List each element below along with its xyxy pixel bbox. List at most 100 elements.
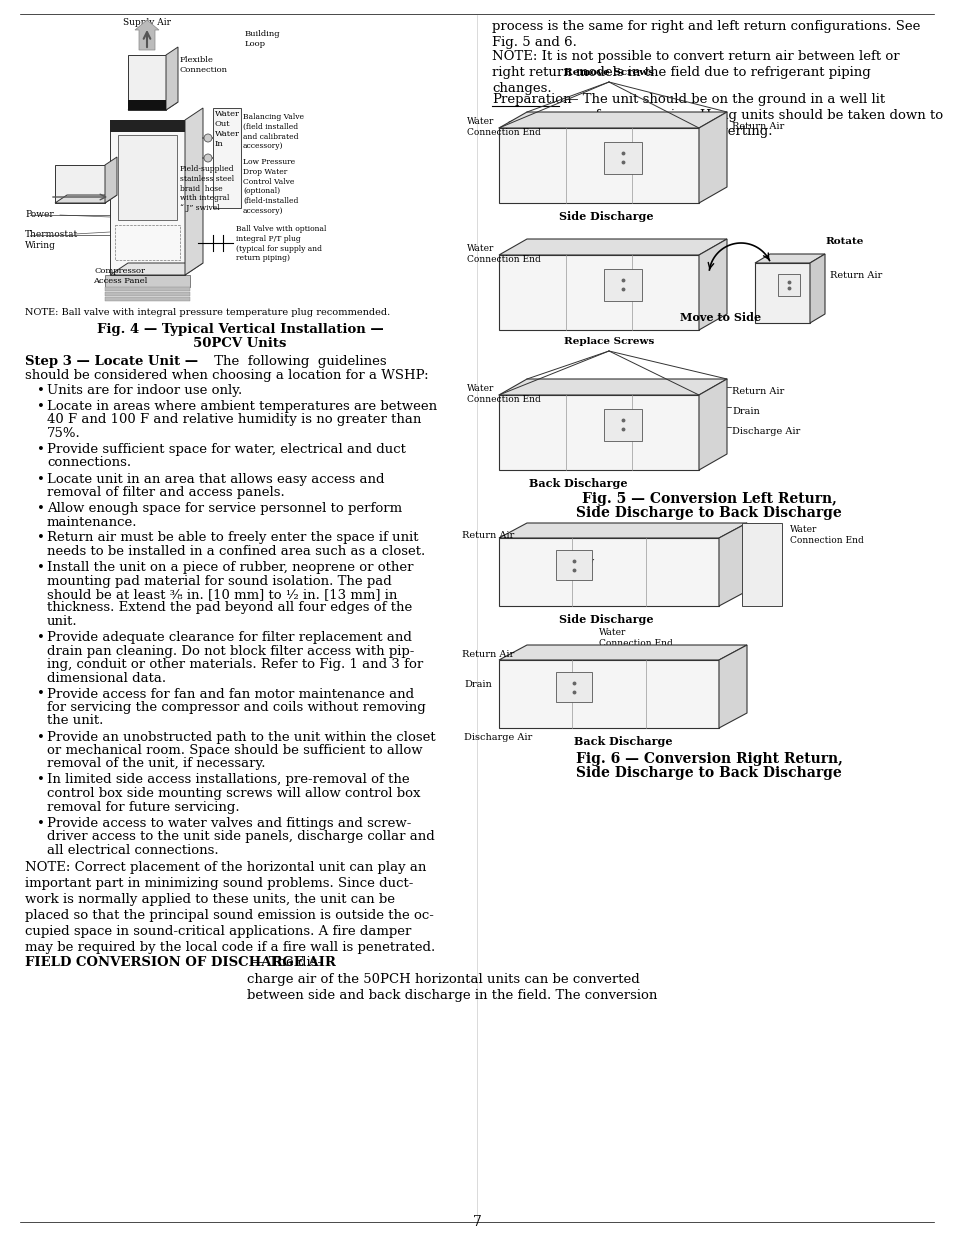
Text: connections.: connections. — [47, 457, 131, 469]
Text: Drain: Drain — [463, 680, 491, 689]
Text: Low Pressure
Drop Water
Control Valve
(optional)
(field-installed
accessory): Low Pressure Drop Water Control Valve (o… — [243, 158, 298, 215]
Text: •: • — [37, 501, 45, 515]
Polygon shape — [498, 254, 699, 330]
Text: The  following  guidelines: The following guidelines — [210, 354, 386, 368]
Text: •: • — [37, 816, 45, 830]
Polygon shape — [498, 128, 699, 203]
Polygon shape — [55, 195, 117, 203]
Text: Remove Screws: Remove Screws — [563, 68, 654, 77]
Text: 50PCV Units: 50PCV Units — [193, 337, 287, 350]
Text: Supply Air: Supply Air — [123, 19, 171, 27]
Text: NOTE: It is not possible to convert return air between left or
right return mode: NOTE: It is not possible to convert retu… — [492, 49, 899, 95]
Circle shape — [204, 154, 212, 162]
Polygon shape — [809, 254, 824, 324]
Text: NOTE: Ball valve with integral pressure temperature plug recommended.: NOTE: Ball valve with integral pressure … — [25, 308, 390, 317]
Text: — The dis-
charge air of the 50PCH horizontal units can be converted
between sid: — The dis- charge air of the 50PCH horiz… — [247, 956, 657, 1002]
Polygon shape — [699, 379, 726, 471]
Text: for servicing the compressor and coils without removing: for servicing the compressor and coils w… — [47, 701, 425, 714]
Text: Side Discharge: Side Discharge — [558, 211, 653, 222]
Polygon shape — [110, 263, 203, 275]
Text: Water
In: Water In — [214, 130, 240, 148]
Polygon shape — [498, 538, 719, 606]
Text: 7: 7 — [472, 1215, 481, 1229]
Text: should be considered when choosing a location for a WSHP:: should be considered when choosing a loc… — [25, 369, 428, 382]
Text: needs to be installed in a confined area such as a closet.: needs to be installed in a confined area… — [47, 545, 425, 558]
Text: Return air must be able to freely enter the space if unit: Return air must be able to freely enter … — [47, 531, 418, 545]
Text: Allow enough space for service personnel to perform: Allow enough space for service personnel… — [47, 501, 402, 515]
Text: driver access to the unit side panels, discharge collar and: driver access to the unit side panels, d… — [47, 830, 435, 844]
Text: Water
Connection End: Water Connection End — [598, 629, 672, 648]
Text: Power: Power — [25, 210, 53, 219]
Text: FIELD CONVERSION OF DISCHARGE AIR: FIELD CONVERSION OF DISCHARGE AIR — [25, 956, 335, 969]
Text: Locate unit in an area that allows easy access and: Locate unit in an area that allows easy … — [47, 473, 384, 485]
Text: all electrical connections.: all electrical connections. — [47, 844, 218, 857]
Text: control box side mounting screws will allow control box: control box side mounting screws will al… — [47, 787, 420, 800]
Text: Back Discharge: Back Discharge — [529, 478, 627, 489]
Text: Field-supplied
stainless steel
braid  hose
with integral
“ J” swivel: Field-supplied stainless steel braid hos… — [180, 165, 234, 212]
Text: Return Air: Return Air — [829, 270, 882, 280]
Text: removal of the unit, if necessary.: removal of the unit, if necessary. — [47, 757, 265, 771]
Text: •: • — [37, 730, 45, 743]
Text: mounting pad material for sound isolation. The pad: mounting pad material for sound isolatio… — [47, 574, 392, 588]
Bar — [105, 287, 190, 291]
Text: drain pan cleaning. Do not block filter access with pip-: drain pan cleaning. Do not block filter … — [47, 645, 414, 657]
Text: Return Air: Return Air — [461, 531, 514, 540]
Text: maintenance.: maintenance. — [47, 515, 137, 529]
Bar — [105, 291, 190, 296]
Text: Side Discharge to Back Discharge: Side Discharge to Back Discharge — [576, 506, 841, 520]
Text: Fig. 4 — Typical Vertical Installation —: Fig. 4 — Typical Vertical Installation — — [96, 324, 383, 336]
Text: Compressor
Access Panel: Compressor Access Panel — [92, 267, 147, 285]
Text: Water
Connection End: Water Connection End — [467, 384, 540, 404]
Bar — [741, 522, 781, 606]
Text: Water
Connection End: Water Connection End — [467, 245, 540, 264]
Text: Rotate: Rotate — [824, 237, 862, 246]
Text: Back Discharge: Back Discharge — [574, 736, 672, 747]
Text: Thermostat
Wiring: Thermostat Wiring — [25, 230, 78, 251]
Bar — [105, 275, 190, 287]
Text: Supply
Duct: Supply Duct — [560, 557, 594, 577]
Polygon shape — [55, 165, 105, 203]
Text: thickness. Extend the pad beyond all four edges of the: thickness. Extend the pad beyond all fou… — [47, 601, 412, 615]
Text: Units are for indoor use only.: Units are for indoor use only. — [47, 384, 242, 396]
Polygon shape — [498, 112, 726, 128]
Text: removal of filter and access panels.: removal of filter and access panels. — [47, 487, 284, 499]
Text: Provide adequate clearance for filter replacement and: Provide adequate clearance for filter re… — [47, 631, 412, 643]
Polygon shape — [498, 379, 726, 395]
Text: Discharge Air: Discharge Air — [731, 427, 800, 436]
Text: Flexible
Connection: Flexible Connection — [180, 56, 228, 74]
Text: 40 F and 100 F and relative humidity is no greater than: 40 F and 100 F and relative humidity is … — [47, 414, 421, 426]
Polygon shape — [110, 120, 185, 275]
Bar — [603, 142, 641, 173]
Text: or mechanical room. Space should be sufficient to allow: or mechanical room. Space should be suff… — [47, 743, 422, 757]
Text: Install the unit on a piece of rubber, neoprene or other: Install the unit on a piece of rubber, n… — [47, 561, 413, 574]
Text: should be at least ³⁄₈ in. [10 mm] to ¹⁄₂ in. [13 mm] in: should be at least ³⁄₈ in. [10 mm] to ¹⁄… — [47, 588, 397, 601]
Text: Move to Side: Move to Side — [679, 312, 760, 324]
Text: •: • — [37, 531, 45, 545]
Text: Drain: Drain — [731, 408, 759, 416]
Text: Balancing Valve
(field installed
and calibrated
accessory): Balancing Valve (field installed and cal… — [243, 112, 304, 151]
Text: Return Air: Return Air — [731, 387, 783, 396]
Text: unit.: unit. — [47, 615, 77, 629]
Text: Provide sufficient space for water, electrical and duct: Provide sufficient space for water, elec… — [47, 443, 405, 456]
Text: Building
Loop: Building Loop — [245, 30, 280, 48]
Circle shape — [204, 135, 212, 142]
Text: Provide access to water valves and fittings and screw-: Provide access to water valves and fitti… — [47, 816, 411, 830]
Polygon shape — [719, 522, 746, 606]
Text: Provide an unobstructed path to the unit within the closet: Provide an unobstructed path to the unit… — [47, 730, 436, 743]
Bar — [128, 100, 166, 110]
Text: •: • — [37, 473, 45, 485]
Text: Water
Connection End: Water Connection End — [467, 117, 540, 137]
Text: Return Air: Return Air — [731, 122, 783, 131]
Text: Return Air: Return Air — [461, 650, 514, 659]
Polygon shape — [498, 395, 699, 471]
Polygon shape — [498, 522, 746, 538]
Polygon shape — [498, 240, 726, 254]
Polygon shape — [719, 645, 746, 727]
Polygon shape — [754, 254, 824, 263]
Polygon shape — [185, 107, 203, 275]
Polygon shape — [128, 103, 178, 110]
Text: ing, conduit or other materials. Refer to Fig. 1 and 3 for: ing, conduit or other materials. Refer t… — [47, 658, 423, 671]
Text: removal for future servicing.: removal for future servicing. — [47, 800, 239, 814]
Text: Fig. 5 — Conversion Left Return,: Fig. 5 — Conversion Left Return, — [581, 492, 836, 506]
Text: Provide access for fan and fan motor maintenance and: Provide access for fan and fan motor mai… — [47, 688, 414, 700]
